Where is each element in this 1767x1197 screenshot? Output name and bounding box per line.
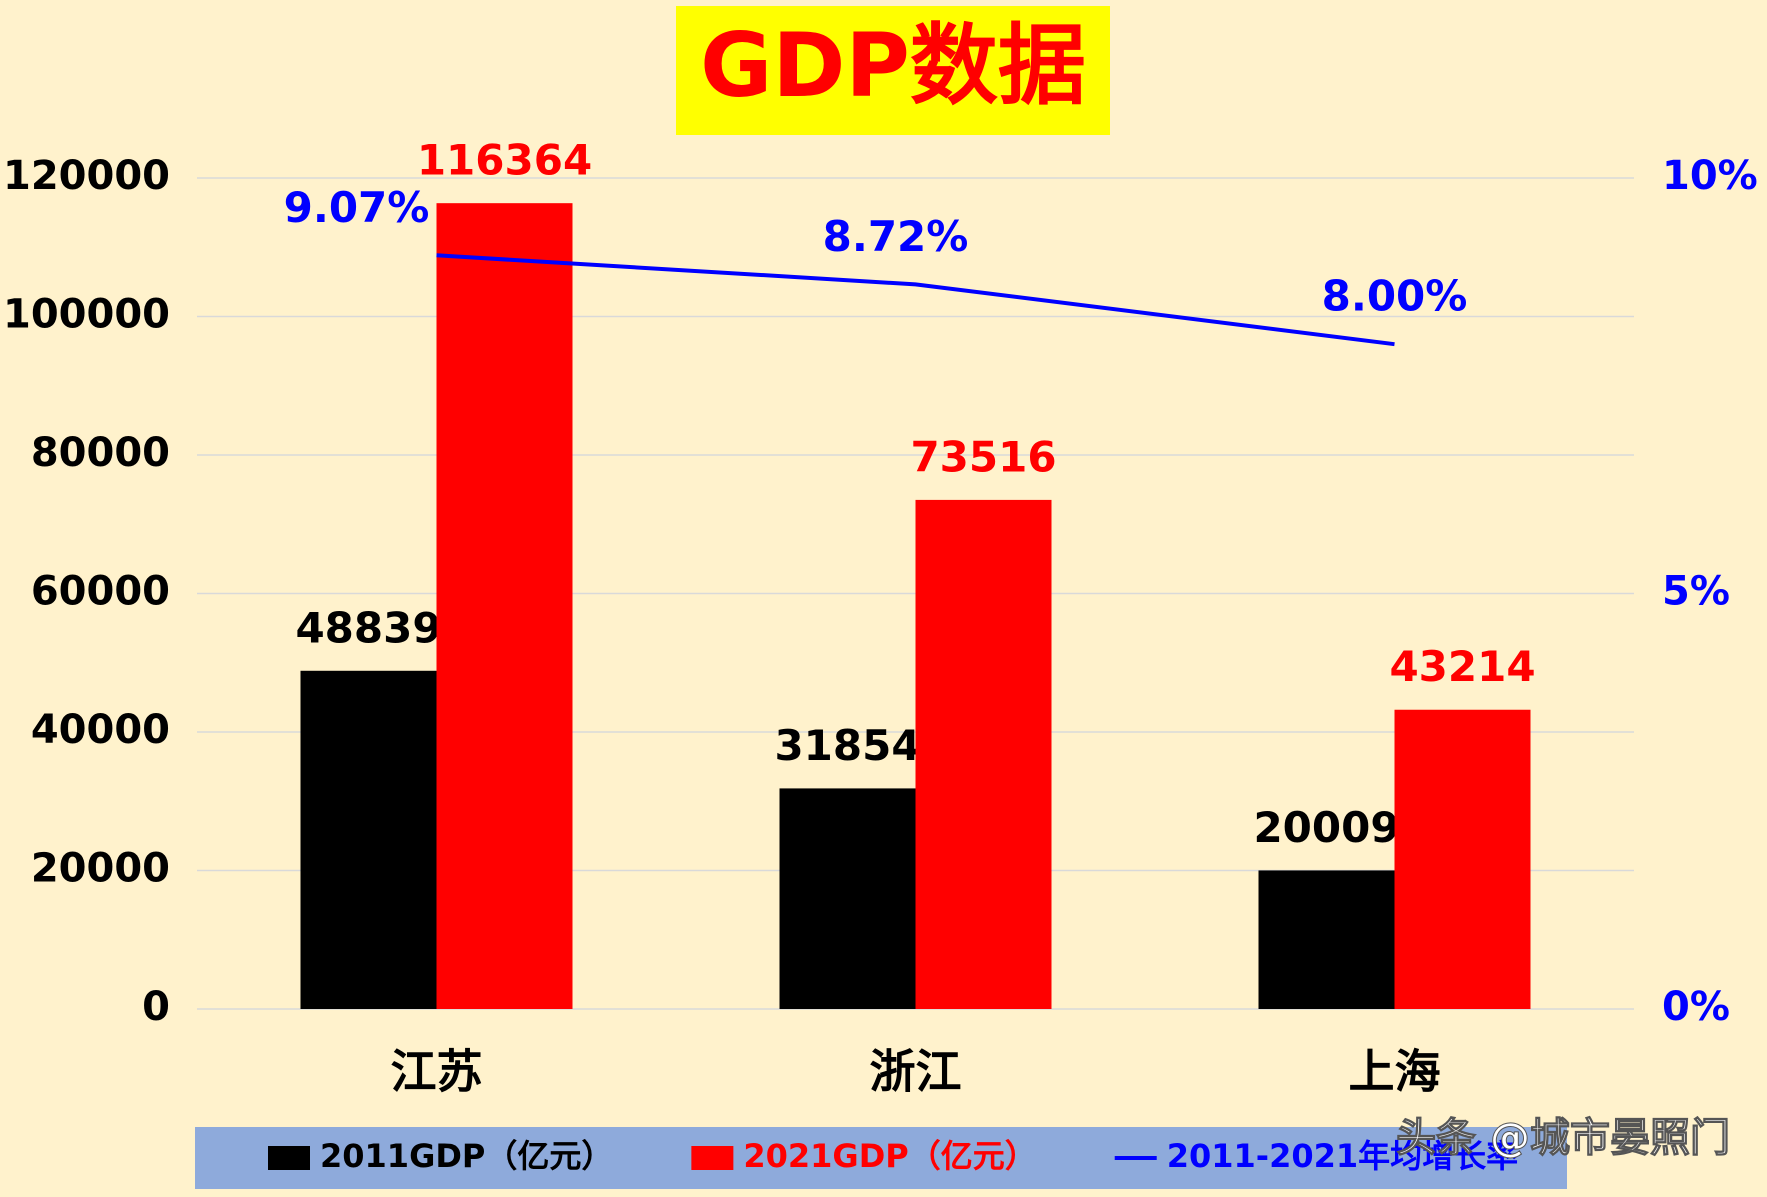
y2-tick-label: 5% [1662, 569, 1730, 615]
x-tick-label: 上海 [1349, 1045, 1441, 1099]
y-tick-label: 0 [142, 984, 170, 1030]
y-tick-label: 80000 [31, 430, 170, 476]
bar [436, 203, 573, 1009]
bar [1258, 870, 1395, 1009]
y-tick-label: 120000 [3, 153, 170, 199]
line-value-label: 9.07% [284, 183, 430, 232]
legend-box [195, 1127, 1567, 1189]
line-value-label: 8.00% [1322, 272, 1468, 321]
legend-label: 2011GDP（亿元） [320, 1137, 613, 1175]
y-tick-label: 20000 [31, 846, 170, 892]
y-tick-label: 40000 [31, 707, 170, 753]
bar [300, 670, 437, 1009]
bar-value-label: 43214 [1389, 642, 1535, 691]
legend-label: 2021GDP（亿元） [743, 1137, 1036, 1175]
title-box [676, 6, 1110, 135]
line [436, 253, 1395, 347]
bar-value-label: 48839 [295, 603, 441, 652]
y-tick-label: 100000 [3, 292, 170, 338]
bar-value-label: 73516 [910, 432, 1056, 481]
bar [915, 499, 1052, 1009]
bar-value-label: 20009 [1253, 803, 1399, 852]
bar [1394, 709, 1531, 1009]
bar-value-label: 116364 [417, 136, 592, 185]
line-value-label: 8.72% [823, 212, 969, 261]
legend-label: 2011-2021年均增长率 [1167, 1137, 1518, 1175]
legend-swatch [691, 1146, 734, 1170]
chart-title: GDP数据 [700, 14, 1086, 117]
x-tick-label: 浙江 [870, 1045, 962, 1099]
x-tick-label: 江苏 [391, 1045, 483, 1099]
legend-swatch [268, 1146, 310, 1170]
y2-tick-label: 0% [1662, 984, 1730, 1030]
y-tick-label: 60000 [31, 569, 170, 615]
bar [779, 788, 916, 1009]
watermark: 头条 @城市晏照门 [1396, 1115, 1730, 1161]
bar-value-label: 31854 [774, 721, 920, 770]
y2-tick-label: 10% [1662, 153, 1758, 199]
